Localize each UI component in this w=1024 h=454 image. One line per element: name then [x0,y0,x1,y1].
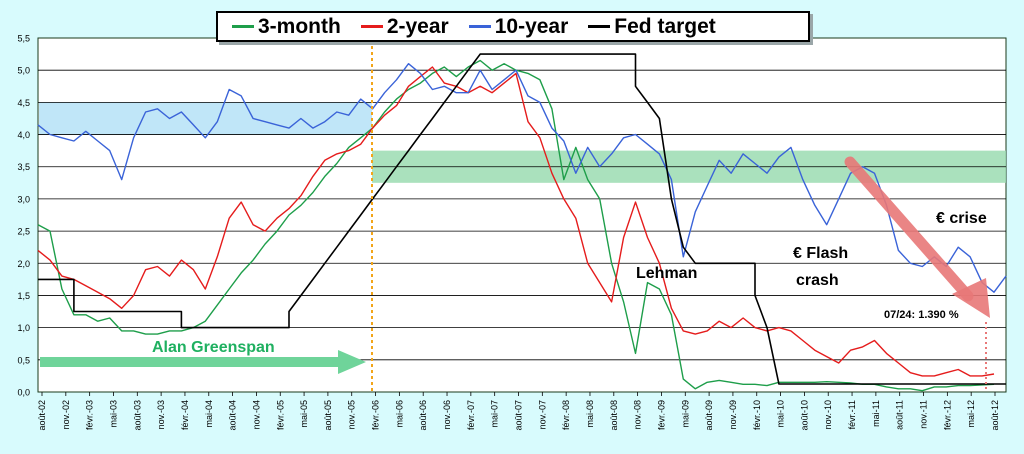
x-tick-label: août-07 [514,400,524,431]
trend-arrow-shaft [844,156,974,302]
crise-label: € crise [936,210,987,227]
greenspan-label: Alan Greenspan [152,339,275,356]
y-tick-label: 5,5 [17,34,30,44]
x-tick-label: nov.-08 [633,400,643,429]
legend: 3-month 2-year 10-year Fed target [216,11,810,42]
legend-label-3-month: 3-month [258,14,341,38]
y-tick-label: 0,0 [17,388,30,398]
x-tick-label: nov.-06 [442,400,452,429]
x-tick-label: mai-03 [108,400,118,428]
y-tick-label: 3,5 [17,162,30,172]
legend-item-3-month: 3-month [232,15,341,39]
x-tick-label: févr.-10 [752,400,762,430]
x-tick-label: mai-08 [585,400,595,428]
rate-label: 07/24: 1.390 % [884,309,959,321]
x-tick-label: août-12 [990,400,1000,431]
x-tick-label: août-06 [418,400,428,431]
x-tick-label: mai-09 [680,400,690,428]
series-line-10-year [37,63,1007,293]
legend-item-fed-target: Fed target [588,15,716,39]
x-tick-label: mai-10 [776,400,786,428]
y-tick-label: 1,0 [17,323,30,333]
legend-swatch-fed-target [588,25,611,28]
x-tick-label: mai-04 [204,400,214,428]
x-tick-label: févr.-05 [275,400,285,430]
y-axis-ticks: 0,0 0,5 1,0 1,5 2,0 2,5 3,0 3,5 4,0 4,5 5,0 5,5 [17,34,30,398]
y-tick-label: 3,0 [17,194,30,204]
x-tick-label: nov.-05 [347,400,357,429]
legend-swatch-3-month [232,25,254,28]
x-tick-label: août-10 [799,400,809,431]
y-tick-label: 5,0 [17,66,30,76]
x-tick-label: août-03 [132,400,142,431]
x-tick-label: févr.-08 [561,400,571,430]
greenspan-arrow-shaft [40,357,340,367]
x-tick-label: févr.-12 [942,400,952,430]
y-tick-label: 2,0 [17,259,30,269]
flash-crash-label-line1: € Flash [793,245,848,262]
band-blue [39,102,372,135]
legend-item-10-year: 10-year [468,14,569,39]
x-tick-label: févr.-07 [466,400,476,430]
y-tick-label: 1,5 [17,291,30,301]
series-line-2-year [37,66,995,377]
x-tick-label: févr.-04 [180,400,190,430]
x-tick-label: août-04 [228,400,238,431]
series-lines [37,53,1007,392]
annotations: Alan Greenspan Lehman € Flash crash € crise 0… [40,46,990,392]
grid-lines [38,69,1006,361]
x-tick-label: nov.-02 [61,400,71,429]
x-tick-label: mai-06 [394,400,404,428]
legend-swatch-2-year [360,25,383,28]
x-tick-label: nov.-07 [537,400,547,429]
y-tick-label: 0,5 [17,355,30,365]
x-tick-label: nov.-09 [728,400,738,429]
x-tick-label: nov.-11 [919,400,929,429]
legend-item-2-year: 2-year [360,14,449,39]
x-tick-label: août-02 [37,400,47,431]
x-tick-label: mai-12 [966,400,976,428]
x-tick-label: août-11 [895,400,905,430]
flash-crash-label-line2: crash [796,272,839,289]
x-tick-label: nov.-04 [251,400,261,429]
x-tick-label: nov.-10 [823,400,833,429]
x-tick-label: mai-05 [299,400,309,428]
y-tick-label: 4,0 [17,130,30,140]
x-tick-label: févr.-09 [656,400,666,430]
x-tick-label: août-08 [609,400,619,431]
x-tick-label: mai-11 [871,400,881,427]
legend-swatch-10-year [468,25,491,28]
legend-label-10-year: 10-year [494,14,569,38]
x-axis-ticks: août-02 nov.-02 févr.-03 mai-03 août-03 nov.-… [37,392,1000,431]
x-tick-label: févr.-11 [847,400,857,429]
x-tick-label: févr.-03 [85,400,95,430]
greenspan-arrow-head [338,350,366,374]
y-tick-label: 2,5 [17,227,30,237]
lehman-label: Lehman [636,265,697,282]
legend-label-fed-target: Fed target [614,14,716,38]
series-line-fed-target [38,53,1006,385]
x-tick-label: août-05 [323,400,333,431]
x-tick-label: nov.-03 [156,400,166,429]
x-tick-label: mai-07 [490,400,500,428]
y-tick-label: 4,5 [17,98,30,108]
x-tick-label: févr.-06 [371,400,381,430]
x-tick-label: août-09 [704,400,714,431]
trend-arrow-head [952,278,990,318]
legend-label-2-year: 2-year [386,14,449,38]
